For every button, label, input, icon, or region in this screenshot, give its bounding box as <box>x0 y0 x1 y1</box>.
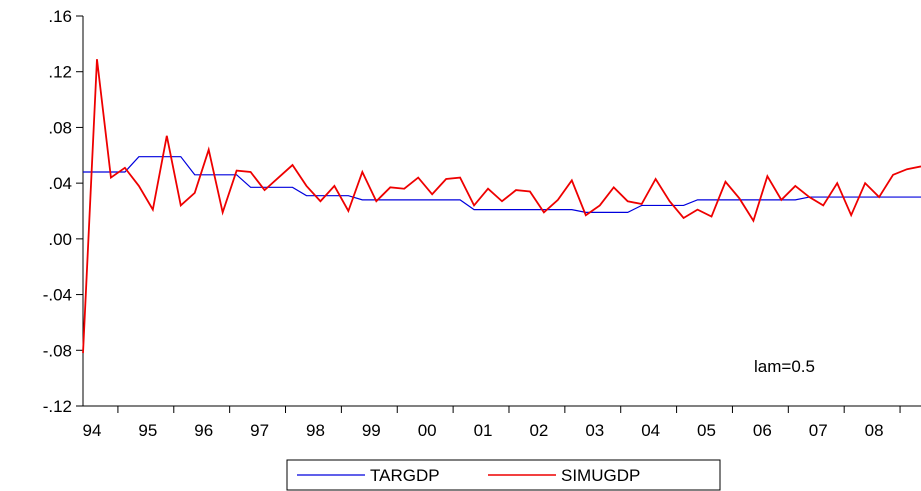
x-tick-label: 00 <box>418 421 437 440</box>
x-tick-label: 05 <box>697 421 716 440</box>
x-axis-ticks: 94 95 96 97 98 99 00 01 02 03 04 05 06 07 08 <box>83 406 901 440</box>
legend-label-targdp: TARGDP <box>370 466 440 485</box>
y-tick-label: -.08 <box>43 341 72 360</box>
y-tick-label: .04 <box>48 174 72 193</box>
x-tick-label: 07 <box>809 421 828 440</box>
legend: TARGDP SIMUGDP <box>286 459 721 491</box>
series-layer <box>82 59 921 354</box>
series-line-targdp <box>83 156 921 213</box>
x-tick-label: 98 <box>306 421 325 440</box>
annotation-lam: lam=0.5 <box>754 357 815 376</box>
x-tick-label: 95 <box>138 421 157 440</box>
x-tick-label: 99 <box>362 421 381 440</box>
x-tick-label: 01 <box>474 421 493 440</box>
x-tick-label: 96 <box>194 421 213 440</box>
legend-label-simugdp: SIMUGDP <box>561 466 640 485</box>
plot-frame <box>82 16 921 407</box>
x-tick-label: 03 <box>585 421 604 440</box>
y-tick-label: .16 <box>48 7 72 26</box>
x-tick-label: 08 <box>865 421 884 440</box>
y-tick-label: .08 <box>48 118 72 137</box>
y-tick-label: -.12 <box>43 397 72 416</box>
x-tick-label: 02 <box>529 421 548 440</box>
x-tick-label: 94 <box>83 421 102 440</box>
x-tick-label: 04 <box>641 421 660 440</box>
x-tick-label: 97 <box>250 421 269 440</box>
y-tick-label: -.04 <box>43 286 72 305</box>
y-axis-ticks: -.12 -.08 -.04 .00 .04 .08 .12 .16 <box>43 7 83 416</box>
y-tick-label: .00 <box>48 230 72 249</box>
x-tick-label: 06 <box>753 421 772 440</box>
y-tick-label: .12 <box>48 63 72 82</box>
series-line-simugdp <box>82 59 921 354</box>
